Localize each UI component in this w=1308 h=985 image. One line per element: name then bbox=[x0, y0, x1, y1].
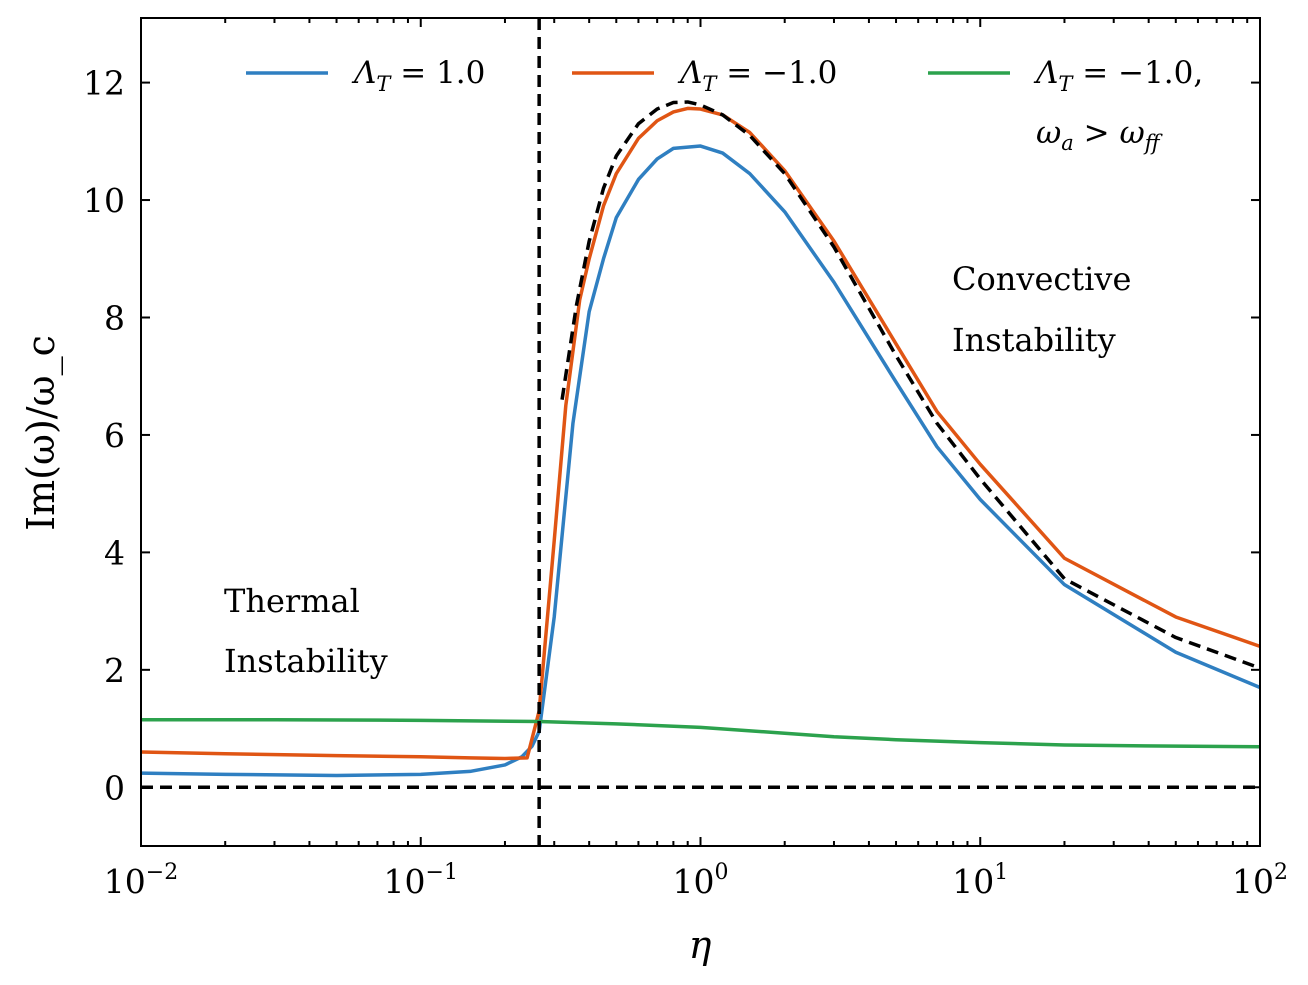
tick-labels: 10−2 10−1 100 101 102 0 2 4 6 8 10 12 bbox=[83, 64, 1288, 901]
legend: ΛT = 1.0 ΛT = −1.0 ΛT = −1.0, ωa > ωff bbox=[246, 55, 1203, 155]
y-tick-label: 6 bbox=[104, 416, 125, 455]
series-line-3 bbox=[141, 717, 1261, 749]
x-tick-label: 101 bbox=[952, 860, 1008, 901]
x-tick-label: 10−1 bbox=[384, 860, 458, 901]
series-layer bbox=[140, 100, 1261, 778]
y-tick-label: 10 bbox=[83, 181, 125, 220]
annotation-convective-instability: Convective Instability bbox=[952, 260, 1131, 359]
x-axis-label: η bbox=[689, 923, 712, 967]
x-tick-label: 100 bbox=[673, 860, 729, 901]
annotation-thermal-instability: Thermal Instability bbox=[224, 582, 388, 680]
reference-lines bbox=[141, 18, 1260, 846]
y-tick-label: 0 bbox=[104, 768, 125, 807]
y-tick-label: 8 bbox=[104, 298, 125, 337]
series-line-1 bbox=[140, 144, 1261, 778]
y-axis-label: Im(ω)/ω_c bbox=[19, 335, 64, 531]
annotation-thermal-line2: Instability bbox=[224, 642, 388, 680]
series-line-2 bbox=[140, 106, 1261, 761]
annotation-thermal-line1: Thermal bbox=[224, 582, 360, 620]
axis-ticks bbox=[140, 18, 1261, 846]
annotation-convective-line2: Instability bbox=[952, 321, 1116, 359]
legend-label-wa-gt-wff: ωa > ωff bbox=[1036, 115, 1163, 155]
legend-label-lambda-neg1: ΛT = −1.0 bbox=[677, 55, 837, 96]
legend-label-lambda-1: ΛT = 1.0 bbox=[351, 55, 485, 96]
y-tick-label: 4 bbox=[104, 533, 125, 572]
annotation-convective-line1: Convective bbox=[952, 260, 1131, 298]
x-tick-label: 102 bbox=[1232, 860, 1288, 901]
series-line-4 bbox=[560, 100, 1261, 670]
x-tick-label: 10−2 bbox=[104, 860, 178, 901]
y-tick-label: 12 bbox=[83, 64, 125, 103]
legend-label-lambda-neg1-wa: ΛT = −1.0, bbox=[1033, 55, 1203, 96]
y-tick-label: 2 bbox=[104, 651, 125, 690]
